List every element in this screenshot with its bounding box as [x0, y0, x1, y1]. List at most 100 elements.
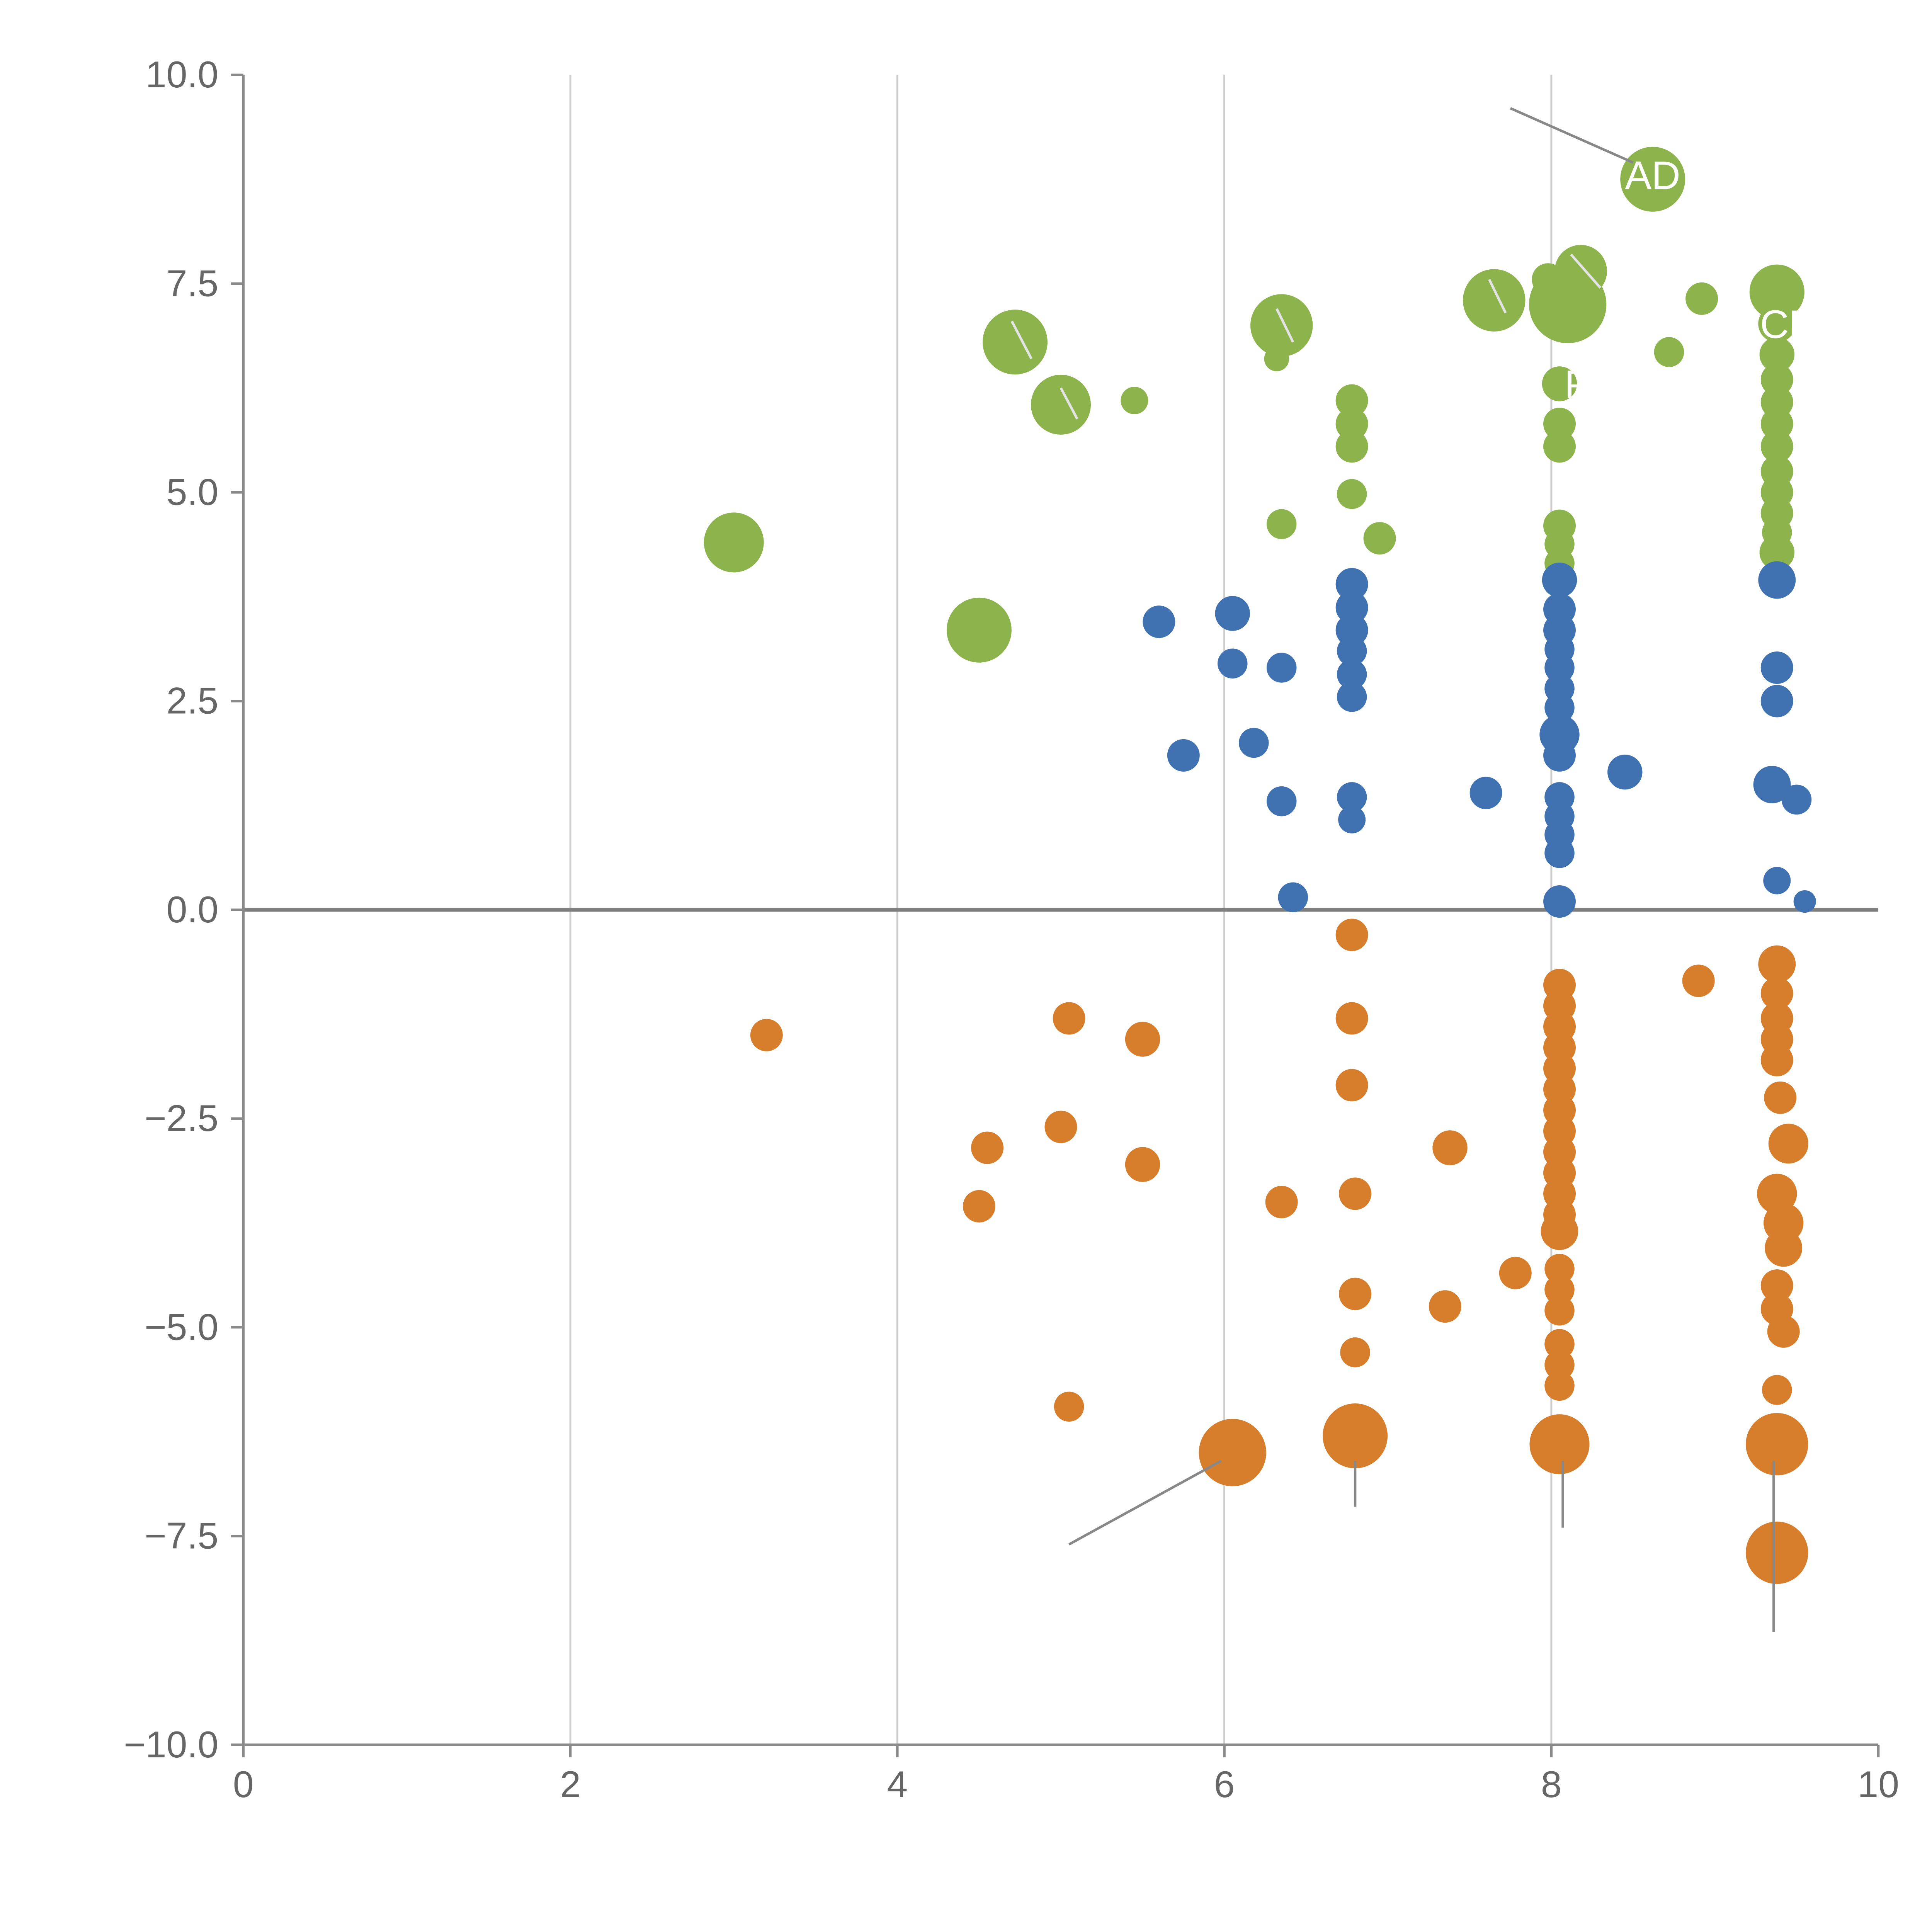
data-point-orange: [1323, 1403, 1388, 1468]
data-point-blue: [1781, 784, 1812, 815]
data-point-green: [1250, 294, 1313, 357]
data-point-blue: [1760, 651, 1793, 684]
data-point-orange: [1529, 1414, 1590, 1475]
data-point-blue: [1544, 692, 1575, 723]
data-point-orange: [1339, 1177, 1372, 1210]
axes: 0 2 4 6 8 10 −10.0 −7.5 −5.0 −2.5 0.0 2.5 5.0 7.5 10.0: [124, 53, 1899, 1805]
bubble-label: P: [1565, 362, 1591, 406]
data-point-blue: [1543, 885, 1576, 918]
data-point-blue: [1335, 568, 1368, 600]
data-point-blue: [1215, 596, 1250, 631]
data-point-orange: [1767, 1315, 1800, 1348]
data-point-orange: [1541, 1213, 1578, 1250]
data-point-blue: [1335, 614, 1368, 646]
data-point-blue: [1143, 605, 1175, 638]
data-point-green: [1264, 346, 1289, 371]
data-point-green: [1760, 363, 1793, 396]
data-point-green: [1363, 522, 1396, 555]
data-point-blue: [1469, 777, 1502, 810]
data-point-orange: [1044, 1111, 1077, 1143]
data-point-green: [1759, 535, 1794, 570]
data-point-blue: [1542, 562, 1577, 598]
data-point-orange: [1340, 1337, 1370, 1367]
y-tick-label: −5.0: [145, 1306, 218, 1348]
data-point-green: [1760, 430, 1793, 463]
leader-lines: [1010, 107, 1775, 1632]
data-point-orange: [1335, 1069, 1368, 1102]
data-point-green: [1335, 430, 1368, 463]
data-point-orange: [1429, 1290, 1461, 1323]
data-point-orange: [1544, 1275, 1575, 1305]
x-tick-label: 2: [560, 1763, 581, 1805]
leader-line: [1510, 107, 1634, 164]
data-point-green: [1760, 408, 1793, 440]
data-point-green: [1335, 408, 1368, 440]
data-point-green: [1620, 146, 1685, 212]
leader-line: [1068, 1459, 1222, 1546]
bubble-label: AD: [1625, 153, 1680, 198]
y-tick-label: 2.5: [167, 680, 219, 722]
data-point-blue: [1793, 890, 1816, 913]
leader-line: [1570, 253, 1602, 289]
data-point-orange: [1544, 1296, 1575, 1326]
data-point-orange: [1764, 1081, 1797, 1114]
bubble-label: DCP: [1731, 301, 1815, 346]
x-tick-label: 4: [887, 1763, 908, 1805]
data-point-orange: [1199, 1418, 1266, 1486]
data-point-green: [1543, 430, 1576, 463]
data-point-blue: [1760, 685, 1793, 718]
x-tick-label: 8: [1541, 1763, 1562, 1805]
data-point-orange: [1544, 1371, 1575, 1401]
data-point-orange: [1768, 1124, 1809, 1164]
series-green: [704, 146, 1804, 663]
data-point-orange: [1335, 918, 1368, 951]
data-point-green: [1335, 384, 1368, 417]
data-point-blue: [1239, 728, 1269, 758]
y-tick-label: −10.0: [124, 1723, 218, 1765]
data-point-blue: [1544, 653, 1575, 683]
data-point-orange: [1760, 1044, 1793, 1077]
data-point-blue: [1543, 739, 1576, 772]
data-point-blue: [1544, 838, 1575, 868]
y-tick-label: 5.0: [167, 471, 219, 513]
data-point-green: [946, 597, 1012, 663]
data-point-orange: [1125, 1022, 1160, 1057]
data-point-green: [1542, 366, 1577, 401]
data-point-orange: [1265, 1185, 1298, 1218]
data-point-green: [704, 512, 764, 573]
data-point-blue: [1337, 682, 1367, 712]
data-point-green: [1685, 282, 1718, 315]
leader-line: [1060, 387, 1078, 420]
data-point-blue: [1218, 648, 1248, 679]
data-point-blue: [1335, 591, 1368, 624]
data-point-orange: [1544, 1329, 1575, 1359]
data-point-green: [1654, 337, 1684, 367]
data-point-orange: [750, 1019, 783, 1051]
y-tick-label: 10.0: [146, 53, 219, 95]
data-point-blue: [1266, 653, 1297, 683]
data-point-green: [1554, 245, 1607, 298]
y-tick-label: 0.0: [167, 888, 219, 930]
data-point-green: [1337, 479, 1367, 509]
data-point-green: [1121, 387, 1148, 415]
y-tick-label: −7.5: [145, 1515, 218, 1557]
data-point-green: [1543, 408, 1576, 440]
data-point-orange: [1762, 1375, 1792, 1405]
data-point-orange: [1499, 1257, 1532, 1289]
data-point-orange: [963, 1190, 995, 1223]
data-point-blue: [1337, 659, 1367, 690]
data-point-orange: [1746, 1413, 1808, 1476]
data-point-blue: [1278, 882, 1308, 912]
data-point-orange: [1682, 964, 1715, 997]
series-blue: [1143, 561, 1816, 918]
data-point-blue: [1266, 786, 1297, 816]
data-point-orange: [1760, 977, 1793, 1010]
data-point-green: [983, 310, 1048, 375]
data-point-blue: [1607, 754, 1643, 790]
data-point-green: [1266, 509, 1297, 539]
data-point-orange: [1335, 1002, 1368, 1035]
data-point-blue: [1338, 806, 1366, 833]
data-point-green: [1749, 264, 1804, 320]
